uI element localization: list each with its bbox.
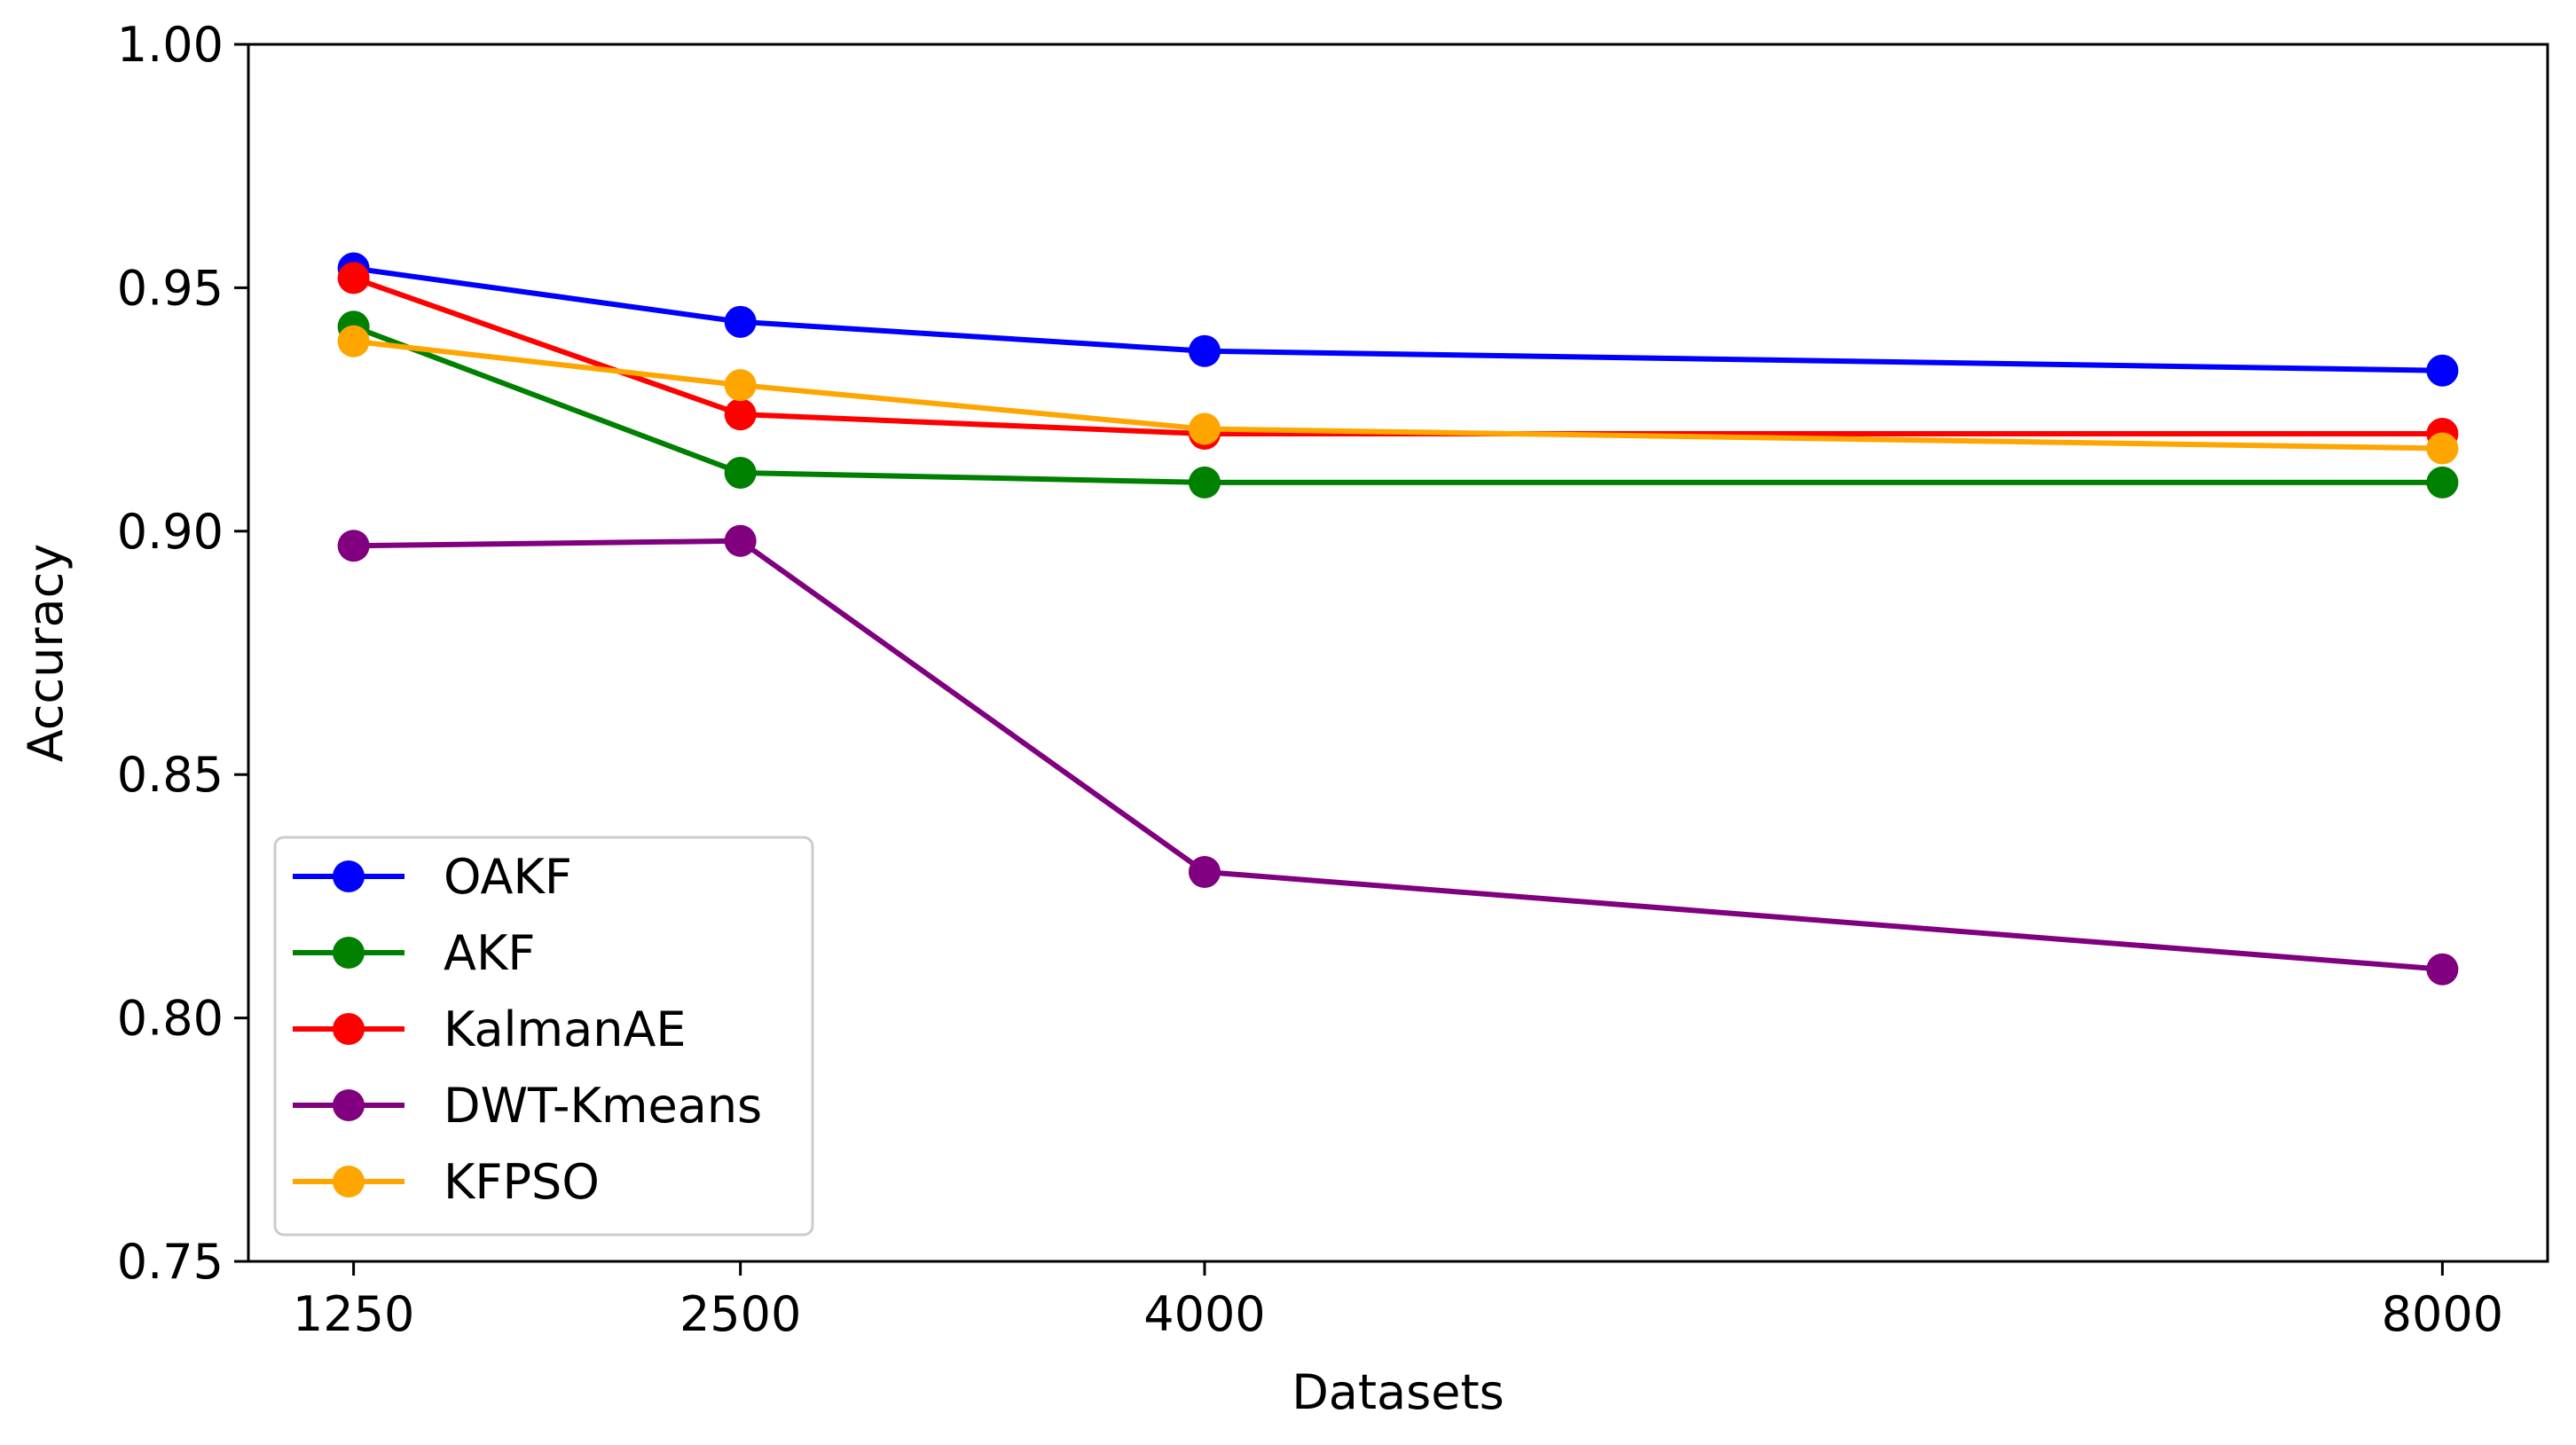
y-tick-label: 1.00 xyxy=(117,17,224,73)
legend-label: KFPSO xyxy=(444,1154,600,1210)
legend: OAKF AKF KalmanAE DWT-Kmeans KFPSO xyxy=(273,836,814,1237)
y-tick-label: 0.80 xyxy=(117,991,224,1047)
legend-marker xyxy=(333,1089,365,1121)
legend-marker xyxy=(333,1166,365,1198)
x-axis-label: Datasets xyxy=(1292,1364,1504,1420)
legend-item: DWT-Kmeans xyxy=(293,1078,762,1134)
legend-box xyxy=(273,836,814,1237)
data-point xyxy=(2426,953,2459,986)
data-point xyxy=(2426,354,2459,387)
data-point xyxy=(724,524,757,557)
legend-item: KalmanAE xyxy=(293,1001,687,1057)
data-point xyxy=(724,456,757,489)
series-line xyxy=(353,338,2443,452)
series-oakf xyxy=(337,252,2459,387)
x-tick-label: 2500 xyxy=(679,1286,801,1342)
legend-label: KalmanAE xyxy=(444,1001,687,1057)
series-akf xyxy=(337,310,2459,499)
legend-label: DWT-Kmeans xyxy=(444,1078,762,1134)
data-point xyxy=(724,398,757,431)
series-line xyxy=(352,275,2443,437)
data-point xyxy=(2426,466,2459,499)
axis-ticks: 0.75 0.80 0.85 0.90 0.95 1.00 1250 2500 4000 8000 xyxy=(117,17,2503,1342)
data-point xyxy=(2426,432,2459,465)
series-line xyxy=(353,265,2443,373)
axes-frame xyxy=(247,43,2549,1263)
series-line xyxy=(353,538,2443,972)
series-group xyxy=(337,252,2459,986)
data-point xyxy=(337,530,370,562)
y-axis-label: Accuracy xyxy=(18,544,74,763)
legend-label: AKF xyxy=(444,925,535,981)
data-point xyxy=(724,369,757,402)
series-kfpso xyxy=(337,325,2459,465)
legend-marker xyxy=(333,860,365,892)
y-tick-label: 0.75 xyxy=(117,1234,224,1290)
data-point xyxy=(1188,466,1221,499)
x-tick-label: 1250 xyxy=(293,1286,414,1342)
legend-item: AKF xyxy=(293,925,535,981)
y-tick-label: 0.95 xyxy=(117,260,224,316)
legend-item: KFPSO xyxy=(293,1154,600,1210)
legend-label: OAKF xyxy=(444,849,572,905)
series-dwt-kmeans xyxy=(337,524,2459,986)
series-line xyxy=(352,324,2443,485)
data-point xyxy=(1188,412,1221,445)
y-tick-label: 0.90 xyxy=(117,504,224,560)
data-point xyxy=(1188,334,1221,367)
data-point xyxy=(1188,855,1221,888)
legend-marker xyxy=(333,937,365,969)
legend-item: OAKF xyxy=(293,849,572,905)
data-point xyxy=(337,262,370,294)
x-tick-label: 8000 xyxy=(2382,1286,2503,1342)
y-tick-label: 0.85 xyxy=(117,747,224,803)
data-point xyxy=(724,305,757,338)
legend-marker xyxy=(333,1013,365,1045)
data-point xyxy=(337,325,370,357)
x-tick-label: 4000 xyxy=(1143,1286,1265,1342)
